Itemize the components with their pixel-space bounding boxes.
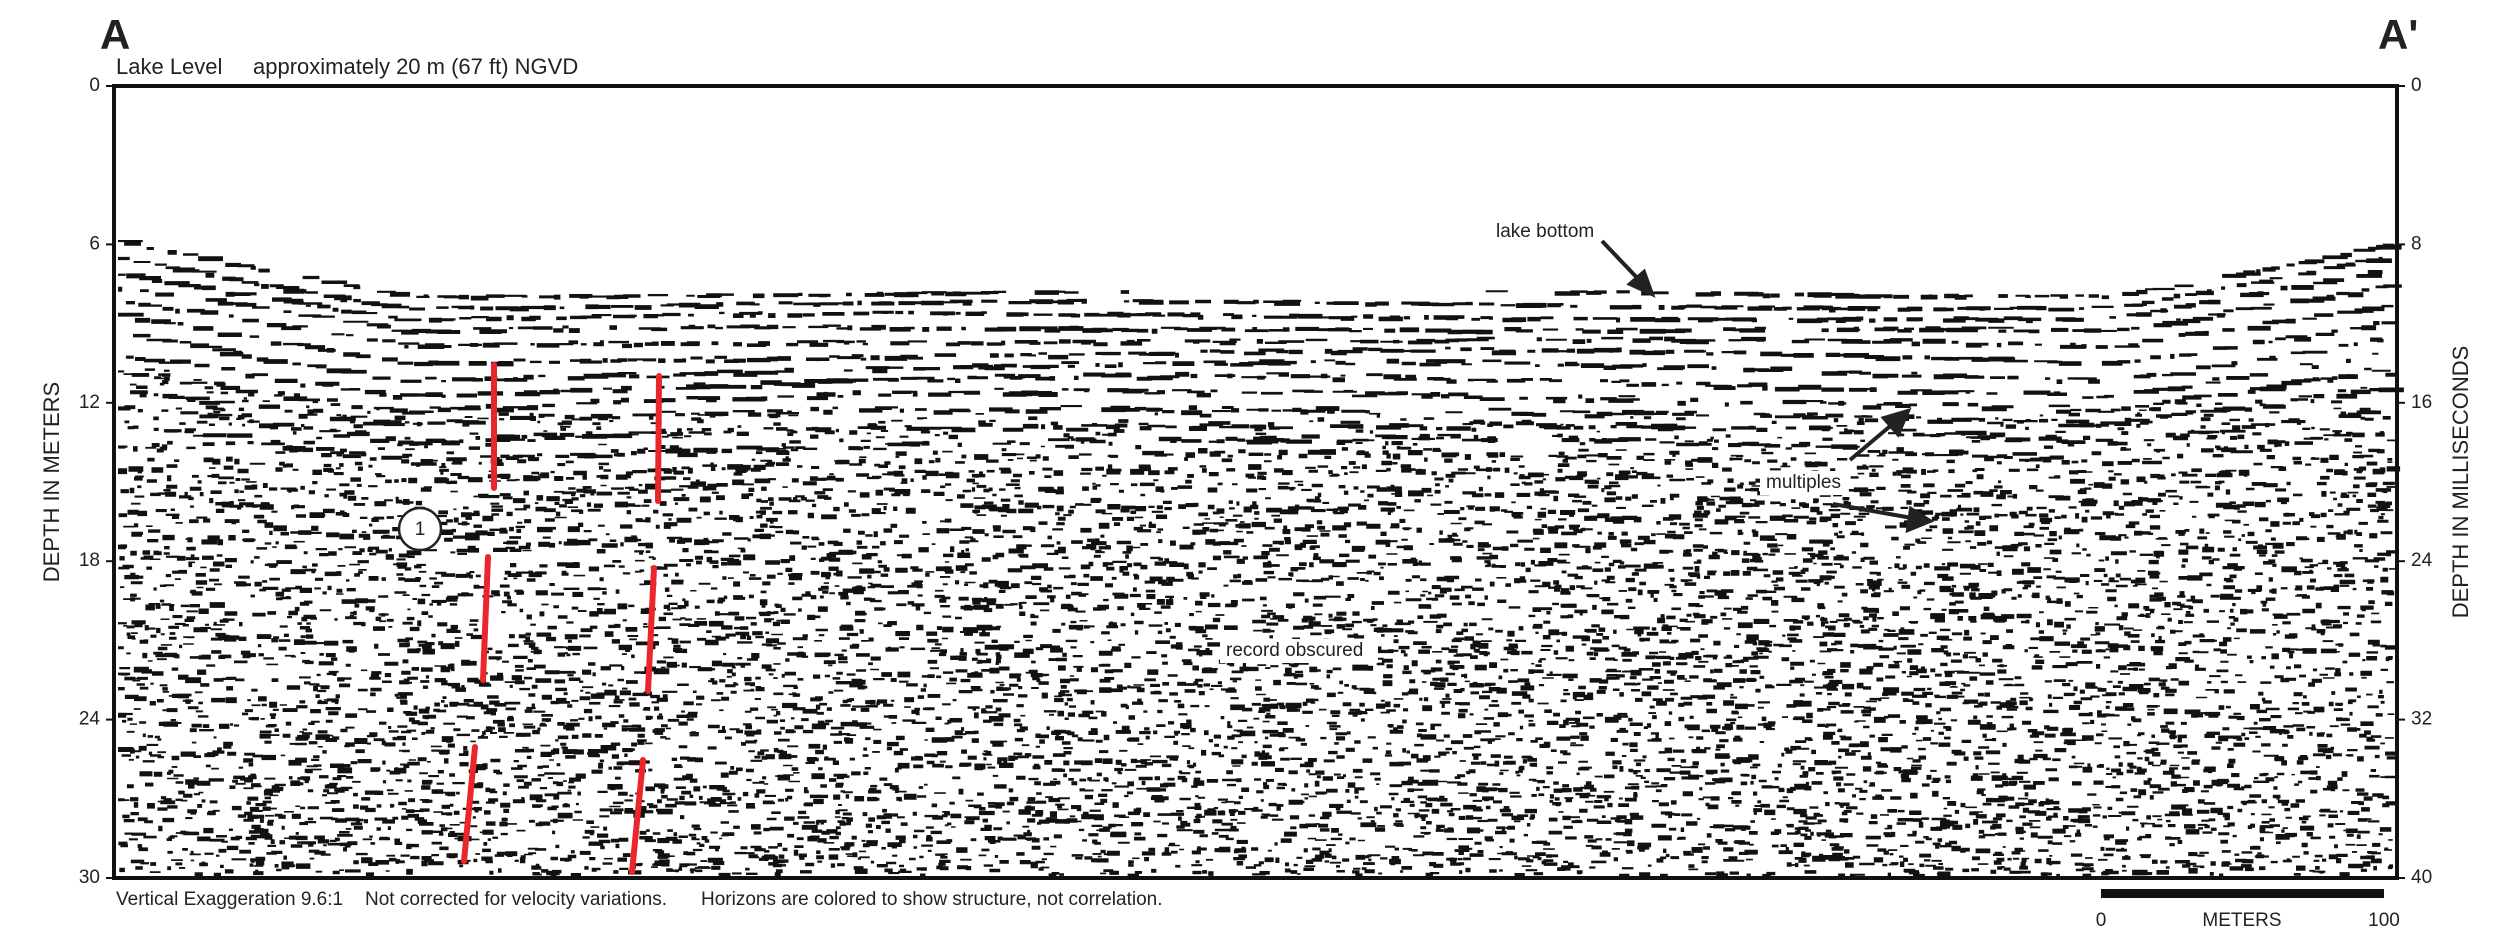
tick-label: 30 bbox=[79, 867, 100, 888]
tick-label: 8 bbox=[2411, 233, 2422, 254]
footer-note: Not corrected for velocity variations. bbox=[365, 889, 667, 910]
lake-level-label: Lake Level bbox=[116, 54, 222, 79]
section-start-label: A bbox=[100, 11, 130, 58]
scale-bar-unit: METERS bbox=[2202, 910, 2281, 931]
tick-label: 32 bbox=[2411, 709, 2432, 730]
fault-line bbox=[461, 744, 478, 864]
fault-line bbox=[645, 565, 657, 694]
footer-note: Horizons are colored to show structure, … bbox=[701, 889, 1163, 910]
arrow-head bbox=[1880, 407, 1912, 438]
tick-label: 18 bbox=[79, 550, 100, 571]
horizon-marker-circle bbox=[397, 506, 443, 552]
tick-label: 0 bbox=[2411, 75, 2422, 96]
tick-label: 0 bbox=[89, 75, 100, 96]
tick-label: 6 bbox=[89, 233, 100, 254]
section-end-label: A' bbox=[2378, 11, 2418, 58]
annotations bbox=[397, 239, 1935, 552]
label-backing bbox=[1490, 220, 1600, 244]
scale-bar-start: 0 bbox=[2096, 910, 2107, 931]
arrow bbox=[1848, 420, 1897, 462]
horizon-marker-label: 1 bbox=[415, 519, 426, 540]
footer-note: Vertical Exaggeration 9.6:1 bbox=[116, 889, 343, 910]
right-axis-title: DEPTH IN MILLISECONDS bbox=[2448, 346, 2473, 619]
seismic-texture bbox=[117, 240, 2404, 880]
scale-bar bbox=[2101, 889, 2384, 898]
seismic-reflections bbox=[117, 240, 2404, 880]
arrow bbox=[1600, 239, 1644, 285]
lake-bottom-label: lake bottom bbox=[1496, 221, 1594, 242]
tick-label: 24 bbox=[79, 709, 101, 730]
tick-label: 40 bbox=[2411, 867, 2432, 888]
arrow bbox=[1832, 502, 1913, 520]
tick-label: 24 bbox=[2411, 550, 2433, 571]
scale-bar-end: 100 bbox=[2368, 910, 2400, 931]
left-axis-title: DEPTH IN METERS bbox=[39, 382, 64, 582]
axis-ticks: 0 6 12 18 24 30 0 8 16 24 32 40 bbox=[79, 75, 2433, 888]
label-backing bbox=[1220, 639, 1378, 663]
tick-label: 12 bbox=[79, 392, 100, 413]
fault-line bbox=[480, 554, 491, 683]
fault-lines bbox=[461, 362, 662, 875]
record-obscured-label: record obscured bbox=[1226, 640, 1363, 661]
tick-label: 16 bbox=[2411, 392, 2432, 413]
label-backing bbox=[1760, 471, 1846, 495]
multiples-label: multiples bbox=[1766, 472, 1841, 493]
fault-line bbox=[655, 373, 662, 504]
lake-level-value: approximately 20 m (67 ft) NGVD bbox=[253, 54, 578, 79]
profile-frame bbox=[112, 84, 2399, 880]
arrow-head bbox=[1905, 505, 1935, 534]
arrow-head bbox=[1626, 268, 1656, 298]
fault-line bbox=[629, 757, 646, 875]
